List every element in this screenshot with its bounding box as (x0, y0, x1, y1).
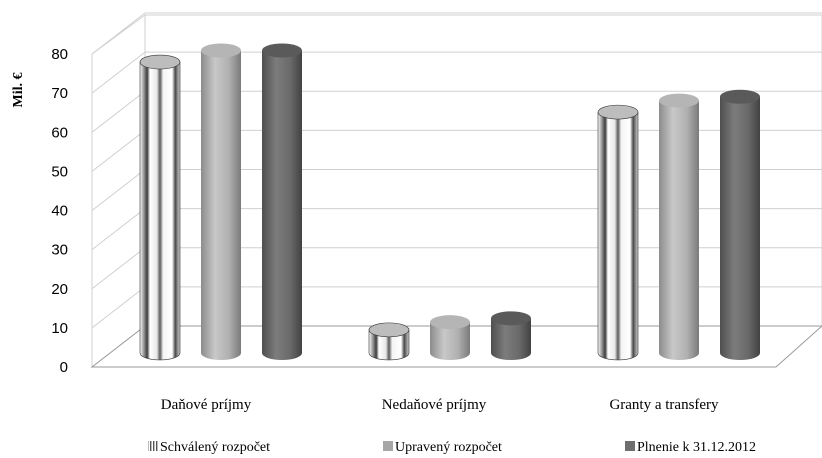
bar (491, 311, 531, 360)
legend-item: Upravený rozpočet (383, 440, 502, 455)
gridline (91, 51, 822, 94)
legend-label: Upravený rozpočet (395, 440, 502, 455)
bar (720, 89, 760, 360)
bar (430, 315, 470, 360)
category-labels: Daňové príjmy Nedaňové príjmy Granty a tra… (161, 397, 719, 413)
legend-swatch (625, 441, 635, 451)
legend: Schválený rozpočet Upravený rozpočet Plnen… (148, 440, 756, 455)
y-tick-label: 50 (51, 163, 68, 180)
bar (139, 54, 181, 361)
y-tick-label: 0 (60, 359, 68, 376)
legend-item: Plnenie k 31.12.2012 (625, 440, 756, 455)
y-tick-label: 20 (51, 281, 68, 298)
y-tick-label: 30 (51, 242, 68, 259)
y-tick-labels: 0 10 20 30 40 50 60 70 80 (51, 46, 68, 376)
bar (597, 104, 639, 361)
y-tick-label: 40 (51, 203, 68, 220)
category-label: Daňové príjmy (161, 397, 252, 413)
y-tick-label: 10 (51, 320, 68, 337)
y-axis-label: Mil. € (11, 73, 26, 108)
legend-swatch (148, 441, 158, 451)
category-label: Nedaňové príjmy (382, 397, 487, 413)
legend-label: Schválený rozpočet (160, 440, 270, 455)
bar (368, 322, 410, 361)
bar (659, 93, 699, 360)
legend-swatch (383, 441, 393, 451)
y-tick-label: 70 (51, 85, 68, 102)
side-wall (91, 14, 146, 369)
bar (201, 43, 241, 361)
y-tick-label: 80 (51, 46, 68, 63)
legend-item: Schválený rozpočet (148, 440, 270, 455)
y-tick-label: 60 (51, 124, 68, 141)
bars (139, 43, 760, 361)
legend-label: Plnenie k 31.12.2012 (637, 440, 756, 455)
bar (262, 43, 302, 361)
category-label: Granty a transfery (609, 397, 719, 413)
gridline (91, 12, 822, 55)
